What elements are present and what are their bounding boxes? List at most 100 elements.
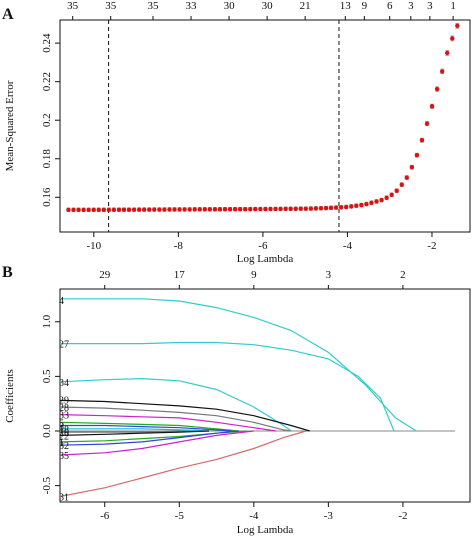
mse-point bbox=[419, 137, 425, 143]
coefficient-path bbox=[59, 414, 277, 432]
mse-point bbox=[318, 206, 324, 211]
mse-point bbox=[308, 206, 314, 211]
coefficient-path bbox=[60, 298, 417, 432]
mse-point bbox=[273, 206, 278, 212]
x-tick-label: -2 bbox=[398, 510, 407, 522]
panel-b-content: -6 -5 -4 -3 -2-0.50.00.51.029 17 9 3 24273429283… bbox=[41, 269, 456, 522]
x-tick-label: -4 bbox=[249, 510, 259, 522]
mse-point bbox=[379, 197, 384, 203]
x-tick-label: -3 bbox=[324, 510, 334, 522]
x-tick-label: -4 bbox=[343, 240, 353, 252]
mse-point bbox=[298, 206, 303, 211]
mse-point bbox=[278, 206, 283, 212]
mse-point bbox=[429, 104, 435, 109]
mse-point bbox=[162, 207, 167, 212]
y-tick-label: 0.2 bbox=[41, 113, 53, 127]
x-tick-label: -5 bbox=[175, 510, 185, 522]
top-axis-label: 35 bbox=[147, 0, 159, 12]
y-tick-label: 0.16 bbox=[41, 187, 53, 207]
mse-point bbox=[364, 201, 369, 207]
mse-point bbox=[384, 195, 389, 200]
coefficient-path bbox=[60, 430, 180, 433]
y-tick-label: 0.0 bbox=[41, 424, 53, 438]
coefficient-path bbox=[59, 430, 307, 498]
coefficient-path bbox=[59, 430, 239, 446]
mse-point bbox=[369, 200, 374, 205]
mse-point bbox=[237, 206, 243, 212]
top-axis-label: 2 bbox=[400, 269, 406, 281]
coefficient-path bbox=[59, 430, 210, 436]
mse-point bbox=[66, 207, 71, 213]
panel-b-xlabel: Log Lambda bbox=[237, 524, 294, 536]
variable-label: 26 bbox=[59, 428, 69, 439]
top-axis-label: 9 bbox=[251, 269, 257, 281]
mse-point bbox=[116, 207, 122, 212]
mse-point bbox=[263, 206, 268, 212]
y-tick-label: -0.5 bbox=[41, 476, 53, 494]
y-tick-label: 0.22 bbox=[41, 72, 53, 91]
mse-point bbox=[81, 207, 86, 213]
mse-point bbox=[232, 206, 238, 212]
mse-point bbox=[91, 207, 96, 213]
mse-point bbox=[126, 207, 132, 212]
y-tick-label: 1.0 bbox=[41, 314, 53, 328]
mse-point bbox=[333, 205, 339, 210]
mse-point bbox=[359, 202, 364, 208]
mse-point bbox=[344, 204, 349, 210]
mse-point bbox=[399, 182, 404, 187]
panel-a-ylabel: Mean-Squared Error bbox=[4, 80, 16, 171]
y-tick-label: 0.24 bbox=[41, 33, 53, 53]
mse-point bbox=[157, 207, 162, 212]
y-tick-label: 0.5 bbox=[41, 369, 53, 383]
variable-label: 22 bbox=[59, 431, 69, 442]
mse-point bbox=[147, 207, 152, 212]
mse-point bbox=[182, 207, 187, 212]
mse-point bbox=[172, 207, 177, 212]
top-axis-label: 21 bbox=[300, 0, 311, 12]
mse-point bbox=[439, 69, 445, 74]
mse-point bbox=[71, 207, 76, 213]
mse-point bbox=[212, 207, 218, 212]
mse-point bbox=[197, 207, 202, 212]
mse-point bbox=[101, 207, 107, 212]
coefficient-path bbox=[60, 428, 210, 432]
mse-point bbox=[76, 207, 81, 213]
mse-point bbox=[434, 86, 440, 92]
mse-point bbox=[303, 206, 309, 211]
mse-point bbox=[258, 206, 263, 212]
mse-point bbox=[313, 206, 319, 211]
mse-point bbox=[248, 206, 253, 212]
mse-point bbox=[121, 207, 127, 212]
mse-point bbox=[455, 23, 460, 28]
mse-point bbox=[167, 207, 172, 212]
coefficient-path bbox=[60, 341, 395, 432]
x-tick-label: -6 bbox=[100, 510, 110, 522]
top-axis-label: 35 bbox=[105, 0, 117, 12]
mse-point bbox=[424, 121, 430, 126]
mse-point bbox=[450, 36, 455, 41]
variable-label: 3 bbox=[59, 422, 64, 433]
top-axis-label: 35 bbox=[67, 0, 79, 12]
mse-point bbox=[389, 192, 394, 197]
mse-point bbox=[445, 50, 450, 56]
mse-point bbox=[414, 152, 420, 158]
mse-point bbox=[136, 207, 142, 212]
panel-b-letter: B bbox=[2, 264, 13, 281]
variable-label: 33 bbox=[59, 411, 69, 422]
mse-point bbox=[293, 206, 298, 211]
mse-point bbox=[131, 207, 137, 212]
mse-point bbox=[288, 206, 293, 212]
panel-a-letter: A bbox=[2, 6, 14, 23]
top-axis-label: 29 bbox=[99, 269, 111, 281]
mse-point bbox=[328, 205, 334, 211]
mse-point bbox=[338, 205, 344, 210]
mse-point bbox=[394, 188, 399, 193]
mse-point bbox=[409, 165, 415, 170]
mse-point bbox=[253, 206, 258, 212]
y-tick-label: 0.18 bbox=[41, 149, 53, 169]
x-tick-label: -2 bbox=[427, 240, 436, 252]
coefficient-path bbox=[59, 430, 254, 456]
panel-a-plot-box bbox=[59, 19, 471, 233]
